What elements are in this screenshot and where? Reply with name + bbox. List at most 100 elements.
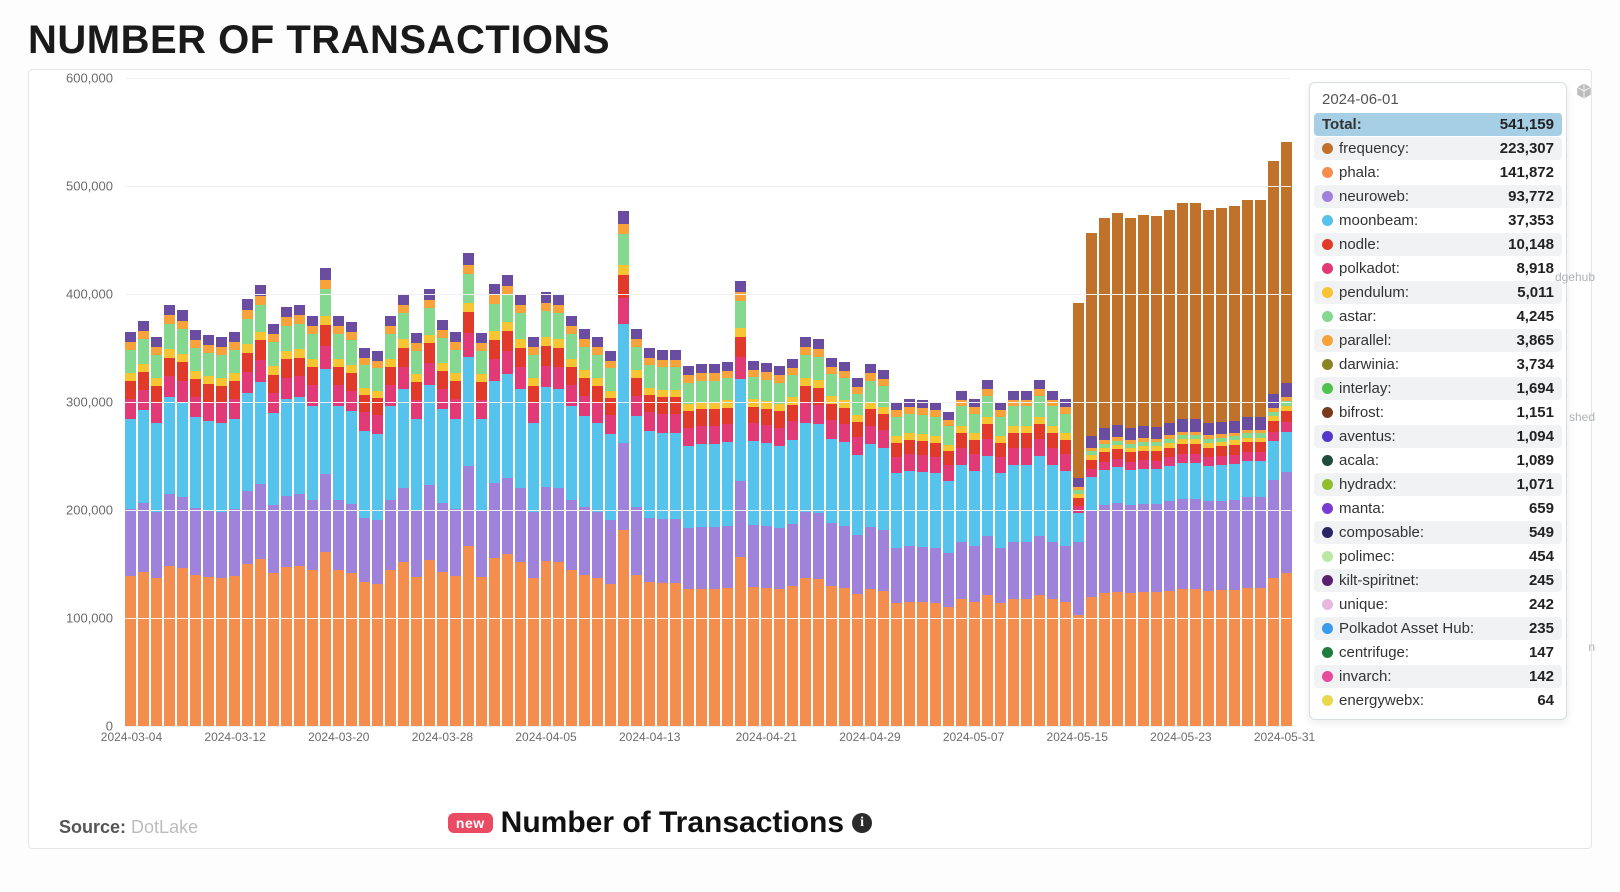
bar[interactable] xyxy=(644,348,655,726)
bar[interactable] xyxy=(138,321,149,726)
bar[interactable] xyxy=(930,402,941,726)
bar[interactable] xyxy=(696,364,707,726)
plot-area[interactable] xyxy=(125,78,1291,726)
tooltip-row: centrifuge:147 xyxy=(1314,641,1562,664)
bar-segment-phala xyxy=(489,558,500,726)
bar-segment-moonbeam xyxy=(151,423,162,512)
y-tick: 500,000 xyxy=(66,179,113,194)
bar[interactable] xyxy=(618,211,629,726)
bar[interactable] xyxy=(229,332,240,726)
bar[interactable] xyxy=(956,391,967,726)
bar[interactable] xyxy=(385,316,396,726)
bar[interactable] xyxy=(683,366,694,726)
bar[interactable] xyxy=(1112,213,1123,726)
bar[interactable] xyxy=(476,333,487,726)
bar[interactable] xyxy=(1008,391,1019,726)
bar[interactable] xyxy=(969,399,980,726)
bar[interactable] xyxy=(242,299,253,726)
bar[interactable] xyxy=(502,275,513,726)
bar[interactable] xyxy=(1242,200,1253,726)
bar[interactable] xyxy=(151,337,162,726)
bar[interactable] xyxy=(1060,399,1071,726)
bar[interactable] xyxy=(1229,206,1240,726)
bar-segment-frequency xyxy=(1268,161,1279,394)
bar-segment-nodle xyxy=(138,372,149,390)
bar[interactable] xyxy=(346,322,357,726)
bar[interactable] xyxy=(320,268,331,726)
bar[interactable] xyxy=(1034,380,1045,726)
bar[interactable] xyxy=(670,350,681,726)
bar[interactable] xyxy=(826,358,837,726)
bar[interactable] xyxy=(917,400,928,726)
bar[interactable] xyxy=(579,329,590,726)
bar[interactable] xyxy=(359,348,370,726)
bar[interactable] xyxy=(891,402,902,726)
bar[interactable] xyxy=(657,350,668,726)
bar[interactable] xyxy=(489,284,500,726)
bar-segment-moonbeam xyxy=(670,433,681,519)
bar[interactable] xyxy=(1216,208,1227,726)
bar[interactable] xyxy=(709,364,720,726)
bar[interactable] xyxy=(255,285,266,726)
bar[interactable] xyxy=(203,335,214,726)
bar[interactable] xyxy=(592,337,603,726)
bar[interactable] xyxy=(787,359,798,726)
bar[interactable] xyxy=(1086,233,1097,726)
bar-segment-nodle xyxy=(541,346,552,366)
bar[interactable] xyxy=(1177,203,1188,726)
bar[interactable] xyxy=(1073,303,1084,726)
bar[interactable] xyxy=(995,402,1006,726)
bar[interactable] xyxy=(528,337,539,726)
bar[interactable] xyxy=(761,363,772,726)
bar[interactable] xyxy=(268,324,279,726)
bar[interactable] xyxy=(190,330,201,726)
bar[interactable] xyxy=(216,337,227,726)
bar[interactable] xyxy=(722,362,733,726)
bar[interactable] xyxy=(333,316,344,726)
bar[interactable] xyxy=(813,339,824,726)
bar[interactable] xyxy=(800,337,811,726)
bar[interactable] xyxy=(463,253,474,726)
bar[interactable] xyxy=(281,307,292,726)
bar[interactable] xyxy=(1021,391,1032,726)
bar[interactable] xyxy=(307,316,318,726)
bar[interactable] xyxy=(424,289,435,726)
bar[interactable] xyxy=(450,332,461,726)
bar[interactable] xyxy=(1203,210,1214,726)
bar[interactable] xyxy=(372,351,383,726)
bar[interactable] xyxy=(605,351,616,726)
bar[interactable] xyxy=(1047,391,1058,726)
bar[interactable] xyxy=(982,380,993,726)
bar-segment-polkadot xyxy=(164,376,175,397)
bar[interactable] xyxy=(294,305,305,726)
bar[interactable] xyxy=(1190,203,1201,726)
bar[interactable] xyxy=(566,316,577,726)
bar[interactable] xyxy=(177,310,188,726)
bar[interactable] xyxy=(411,333,422,726)
bar[interactable] xyxy=(774,366,785,726)
bar[interactable] xyxy=(865,364,876,726)
series-value: 93,772 xyxy=(1508,188,1554,205)
bar[interactable] xyxy=(839,362,850,726)
bar[interactable] xyxy=(878,370,889,726)
bar-segment-nodle xyxy=(605,398,616,415)
bar[interactable] xyxy=(852,378,863,726)
bar[interactable] xyxy=(748,361,759,726)
bar[interactable] xyxy=(1255,200,1266,726)
bar[interactable] xyxy=(1151,216,1162,726)
bar[interactable] xyxy=(125,332,136,726)
bar[interactable] xyxy=(1268,161,1279,726)
bar[interactable] xyxy=(541,292,552,726)
bar[interactable] xyxy=(164,305,175,726)
bar[interactable] xyxy=(437,320,448,726)
bar[interactable] xyxy=(631,329,642,726)
info-icon[interactable]: i xyxy=(852,813,872,833)
bar[interactable] xyxy=(943,412,954,726)
bar-segment-parallel xyxy=(709,373,720,380)
bar[interactable] xyxy=(904,399,915,726)
bar[interactable] xyxy=(1138,215,1149,726)
bar[interactable] xyxy=(1164,210,1175,726)
cube-icon[interactable] xyxy=(1575,82,1593,100)
bar[interactable] xyxy=(1281,142,1292,726)
bar[interactable] xyxy=(735,281,746,726)
